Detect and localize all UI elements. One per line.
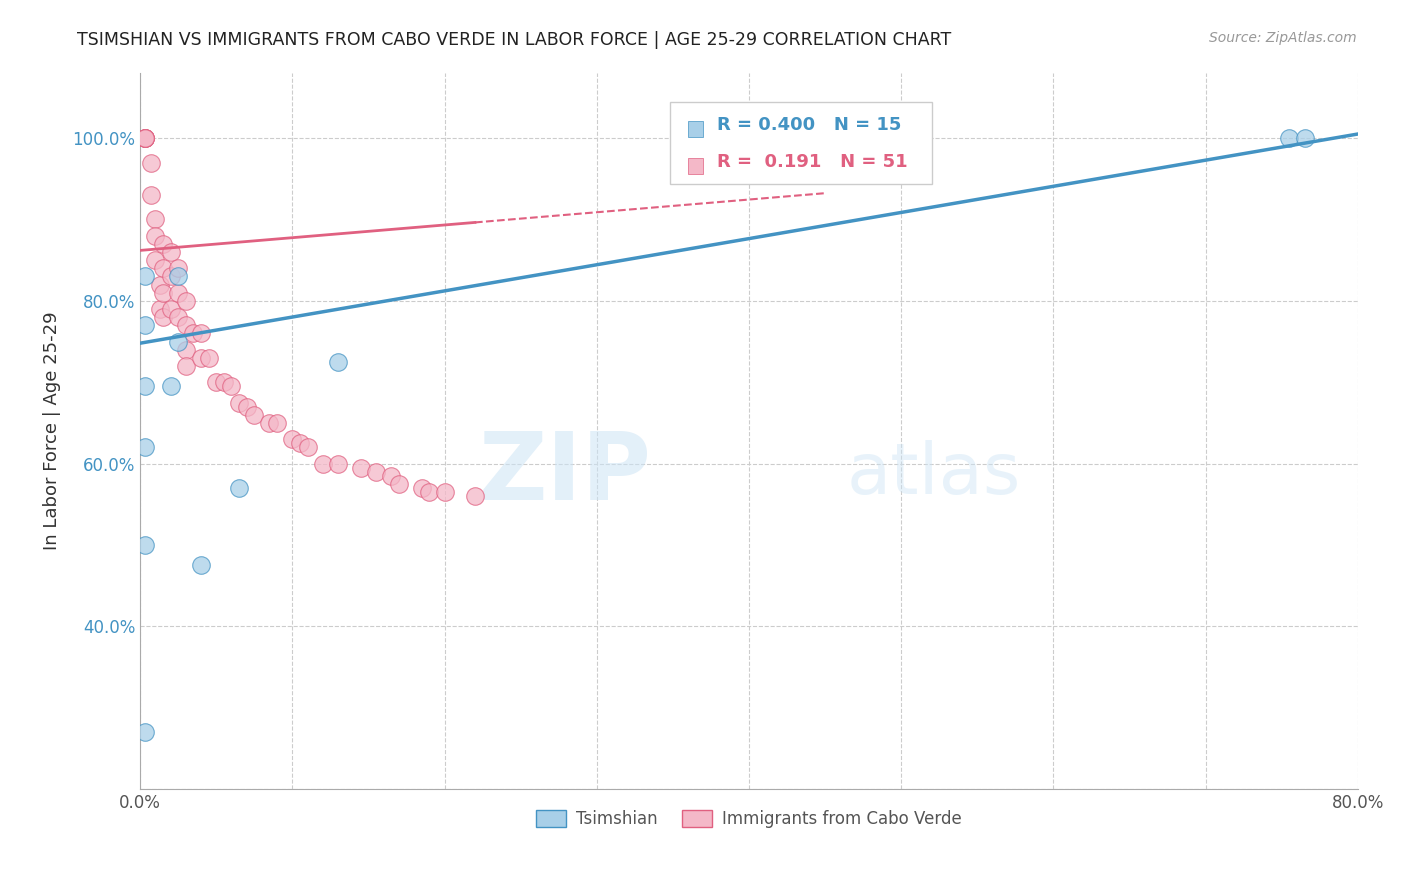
Point <box>411 481 433 495</box>
Point <box>174 359 197 373</box>
Point <box>243 408 266 422</box>
Point <box>167 269 190 284</box>
Point <box>228 481 250 495</box>
Point <box>167 334 190 349</box>
Point <box>259 416 281 430</box>
Point <box>183 326 205 341</box>
Point <box>288 436 311 450</box>
Point <box>212 376 235 390</box>
Point <box>143 253 166 268</box>
Text: R = 0.400   N = 15: R = 0.400 N = 15 <box>717 116 901 134</box>
Text: ZIP: ZIP <box>478 428 651 520</box>
Point <box>1278 131 1301 145</box>
Point <box>167 261 190 276</box>
Point <box>134 131 156 145</box>
Point <box>134 538 156 552</box>
Point <box>152 261 174 276</box>
Point <box>167 310 190 325</box>
Point <box>152 236 174 251</box>
Point <box>197 351 219 365</box>
Point <box>159 379 181 393</box>
Point <box>134 131 156 145</box>
Point <box>205 376 228 390</box>
Bar <box>688 121 703 136</box>
Point <box>190 558 212 573</box>
Point <box>152 310 174 325</box>
Point <box>134 131 156 145</box>
Point <box>312 457 335 471</box>
Point <box>152 285 174 300</box>
Point <box>159 245 181 260</box>
Point <box>228 395 250 409</box>
Point <box>139 155 162 169</box>
Point <box>266 416 288 430</box>
Point <box>134 318 156 333</box>
Point <box>159 301 181 316</box>
Point <box>167 285 190 300</box>
Point <box>418 485 440 500</box>
Point <box>149 277 172 292</box>
Text: R =  0.191   N = 51: R = 0.191 N = 51 <box>717 153 908 170</box>
Point <box>364 465 387 479</box>
Point <box>190 326 212 341</box>
Y-axis label: In Labor Force | Age 25-29: In Labor Force | Age 25-29 <box>44 312 60 550</box>
Point <box>149 301 172 316</box>
Bar <box>688 158 703 174</box>
Point <box>326 355 349 369</box>
Legend: Tsimshian, Immigrants from Cabo Verde: Tsimshian, Immigrants from Cabo Verde <box>529 803 969 835</box>
Point <box>139 188 162 202</box>
Point <box>388 477 411 491</box>
Point <box>134 725 156 739</box>
Point <box>134 379 156 393</box>
Point <box>326 457 349 471</box>
Text: atlas: atlas <box>846 440 1021 508</box>
Point <box>143 212 166 227</box>
Point <box>350 460 373 475</box>
Point <box>134 441 156 455</box>
Point <box>174 343 197 357</box>
Point <box>159 269 181 284</box>
Point <box>143 228 166 243</box>
FancyBboxPatch shape <box>669 102 932 184</box>
Point <box>1294 131 1316 145</box>
Point <box>174 293 197 308</box>
Point <box>297 441 319 455</box>
Point <box>221 379 243 393</box>
Point <box>380 468 402 483</box>
Point <box>235 400 257 414</box>
Point <box>174 318 197 333</box>
Text: Source: ZipAtlas.com: Source: ZipAtlas.com <box>1209 31 1357 45</box>
Point <box>433 485 456 500</box>
Point <box>190 351 212 365</box>
Text: TSIMSHIAN VS IMMIGRANTS FROM CABO VERDE IN LABOR FORCE | AGE 25-29 CORRELATION C: TSIMSHIAN VS IMMIGRANTS FROM CABO VERDE … <box>77 31 952 49</box>
Point <box>281 432 304 446</box>
Point <box>464 489 486 503</box>
Point <box>134 131 156 145</box>
Point <box>134 269 156 284</box>
Point <box>134 131 156 145</box>
